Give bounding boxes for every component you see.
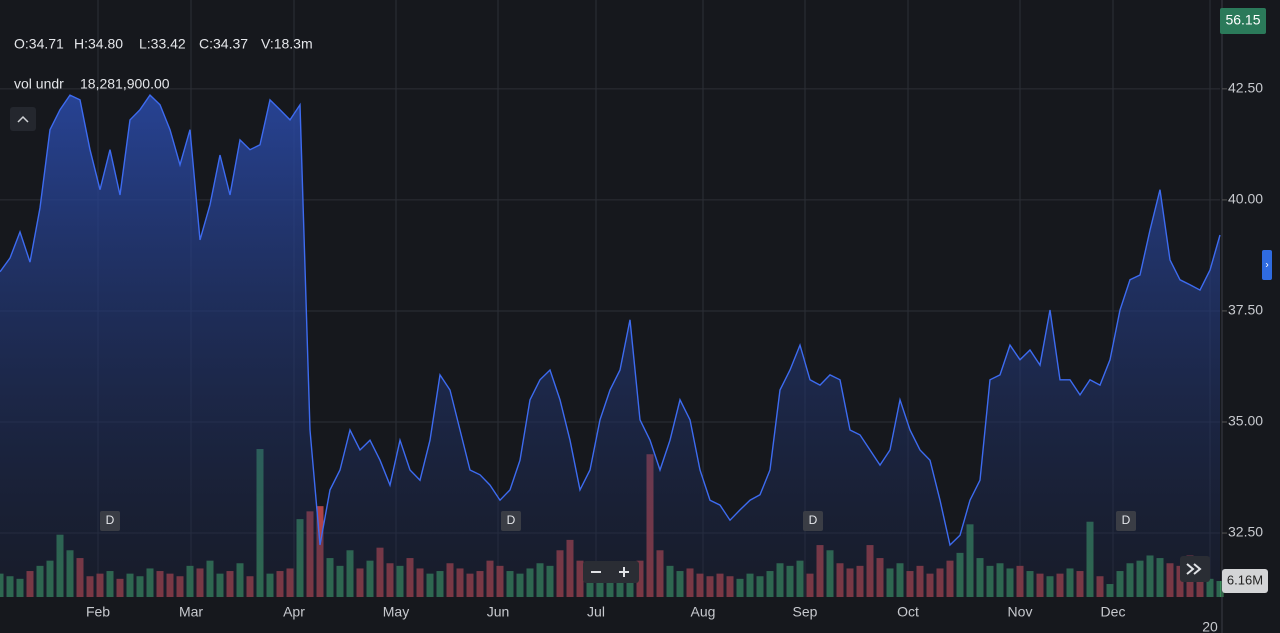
collapse-icon[interactable] xyxy=(17,115,29,123)
dividend-label: D xyxy=(106,513,115,527)
close: C:34.37 xyxy=(199,36,248,52)
y-tick-label: 42.50 xyxy=(1228,80,1263,96)
price-area xyxy=(0,95,1220,597)
scroll-button[interactable] xyxy=(1180,556,1210,582)
collapse-button[interactable] xyxy=(10,107,36,131)
x-tick-label: Jun xyxy=(487,604,510,620)
x-tick-label: Dec xyxy=(1101,604,1126,620)
x-tick-label: Oct xyxy=(897,604,919,620)
value-tag xyxy=(1222,569,1268,594)
open: O:34.71 xyxy=(14,36,64,52)
zoom-controls xyxy=(583,561,639,583)
low: L:33.42 xyxy=(139,36,186,52)
x-tick-label: Nov xyxy=(1008,604,1033,620)
dividend-marker xyxy=(1116,511,1136,531)
y-tick-label: 35.00 xyxy=(1228,413,1263,429)
high: H:34.80 xyxy=(74,36,123,52)
dividend-marker xyxy=(100,511,120,531)
value-label: 6.16M xyxy=(1227,572,1263,587)
dividend-label: D xyxy=(507,513,516,527)
price xyxy=(0,94,1221,597)
y-tick-label: 37.50 xyxy=(1228,302,1263,318)
price-tag-label: 56.15 xyxy=(1225,12,1260,28)
zoom-icons[interactable] xyxy=(591,567,629,577)
study-value: 18,281,900.00 xyxy=(80,76,170,92)
x-tick-label: Feb xyxy=(86,604,110,620)
price-tag xyxy=(1220,8,1266,34)
price-line xyxy=(0,94,1221,547)
handle-icon[interactable]: › xyxy=(1265,260,1268,271)
dividend-marker xyxy=(501,511,521,531)
dividend-label: D xyxy=(1122,513,1131,527)
x-tick-label: Apr xyxy=(283,604,305,620)
y-tick-label: 40.00 xyxy=(1228,191,1263,207)
dividend-marker xyxy=(803,511,823,531)
x-tick-label: May xyxy=(383,604,409,620)
x-tick-label: Jul xyxy=(587,604,605,620)
study-name: vol undr xyxy=(14,76,64,92)
x-tick-label: Aug xyxy=(691,604,716,620)
x-tick-label: 20 xyxy=(1202,619,1218,633)
dividend-label: D xyxy=(809,513,818,527)
scroll-icon[interactable] xyxy=(1186,563,1202,575)
y-tick-label: 32.50 xyxy=(1228,524,1263,540)
x-tick-label: Sep xyxy=(793,604,818,620)
side-handle[interactable] xyxy=(1262,250,1272,280)
x-tick-label: Mar xyxy=(179,604,203,620)
volume: V:18.3m xyxy=(261,36,313,52)
